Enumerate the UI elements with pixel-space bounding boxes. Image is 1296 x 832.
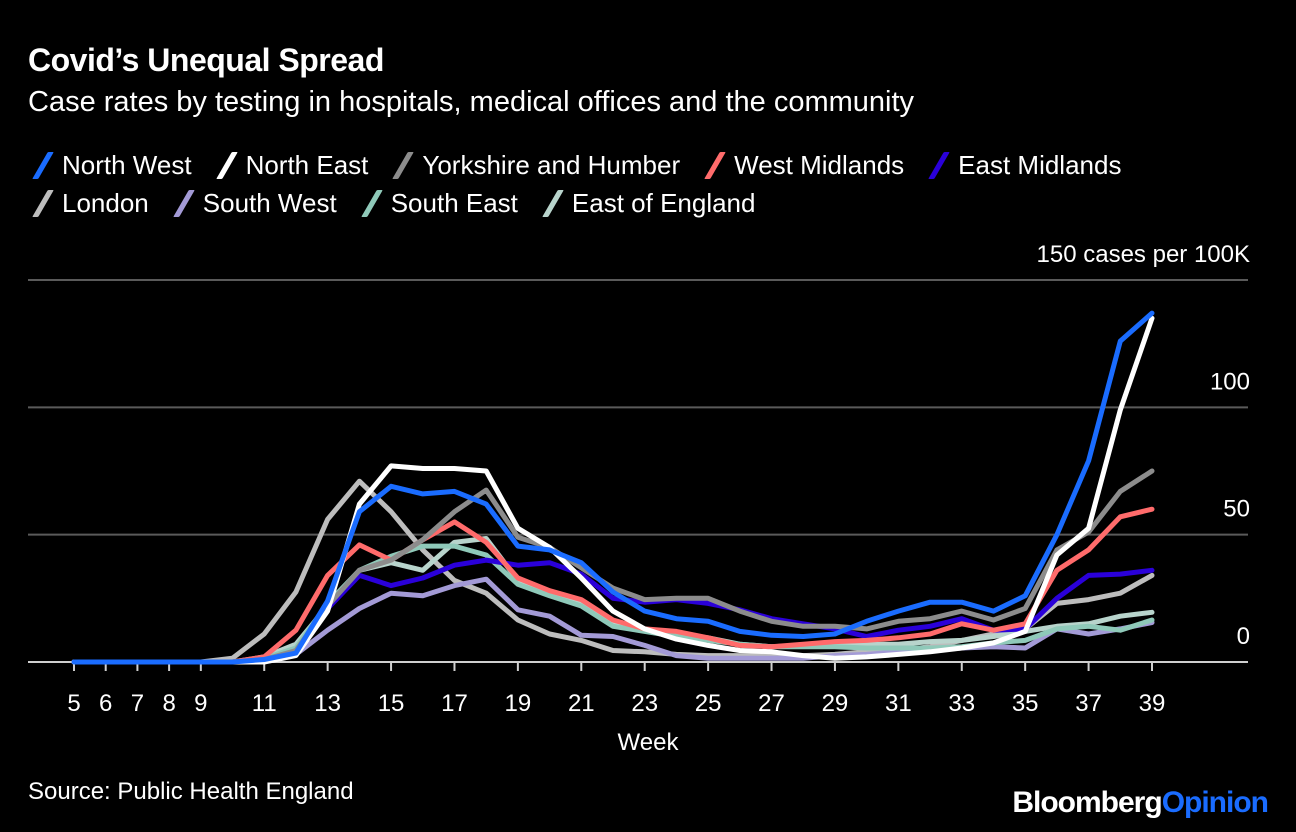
bloomberg-opinion-logo: BloombergOpinion [1012, 786, 1269, 820]
legend-item: Yorkshire and Humber [388, 150, 680, 181]
legend-row: London South West South East East of Englan… [28, 184, 1268, 222]
x-tick-label: 25 [695, 690, 722, 717]
source-note: Source: Public Health England [28, 778, 354, 805]
legend-item: West Midlands [700, 150, 904, 181]
y-tick-label: 0 [1237, 623, 1250, 650]
y-tick-label: 50 [1223, 496, 1250, 523]
x-tick-label: 6 [99, 690, 112, 717]
x-tick-label: 31 [885, 690, 912, 717]
x-tick-label: 8 [162, 690, 175, 717]
legend-item: South East [357, 188, 518, 219]
legend-label: East of England [571, 187, 756, 218]
x-tick-label: 37 [1075, 690, 1102, 717]
legend-label: London [62, 187, 149, 218]
y-tick-label: 150 cases per 100K [1037, 241, 1250, 268]
x-tick-label: 33 [948, 690, 975, 717]
legend-label: South East [390, 187, 518, 218]
x-tick-label: 13 [314, 690, 341, 717]
legend-label: East Midlands [958, 149, 1122, 180]
legend-item: South West [169, 188, 337, 219]
x-tick-label: 9 [194, 690, 207, 717]
x-tick-label: 19 [505, 690, 532, 717]
legend-item: North East [212, 149, 369, 181]
x-tick-label: 27 [758, 690, 785, 717]
chart-title: Covid’s Unequal Spread [28, 42, 384, 78]
x-tick-label: 15 [378, 690, 405, 717]
x-tick-label: 7 [131, 690, 144, 717]
x-tick-label: 39 [1139, 690, 1166, 717]
legend-row: North West North East Yorkshire and Humber… [28, 146, 1268, 184]
chart-subtitle: Case rates by testing in hospitals, medi… [28, 86, 915, 118]
x-axis-label: Week [618, 729, 680, 756]
x-tick-label: 17 [441, 690, 468, 717]
legend-item: North West [28, 150, 192, 181]
legend: North West North East Yorkshire and Humber… [28, 146, 1268, 222]
legend-item: East of England [538, 187, 756, 219]
legend-label: West Midlands [734, 149, 905, 180]
x-tick-label: 21 [568, 690, 595, 717]
legend-label: Yorkshire and Humber [422, 149, 681, 180]
x-tick-label: 23 [631, 690, 658, 717]
series-line-north-west [71, 310, 1155, 665]
legend-label: South West [202, 187, 337, 218]
x-tick-label: 29 [822, 690, 849, 717]
legend-item: East Midlands [924, 150, 1121, 181]
x-tick-label: 5 [67, 690, 80, 717]
x-tick-label: 11 [252, 690, 277, 717]
y-tick-label: 100 [1210, 368, 1250, 395]
legend-label: North East [245, 149, 369, 180]
logo-part: Opinion [1161, 786, 1269, 819]
legend-item: London [28, 188, 149, 219]
x-tick-label: 35 [1012, 690, 1039, 717]
legend-label: North West [62, 149, 192, 180]
logo-part: Bloomberg [1012, 786, 1162, 819]
